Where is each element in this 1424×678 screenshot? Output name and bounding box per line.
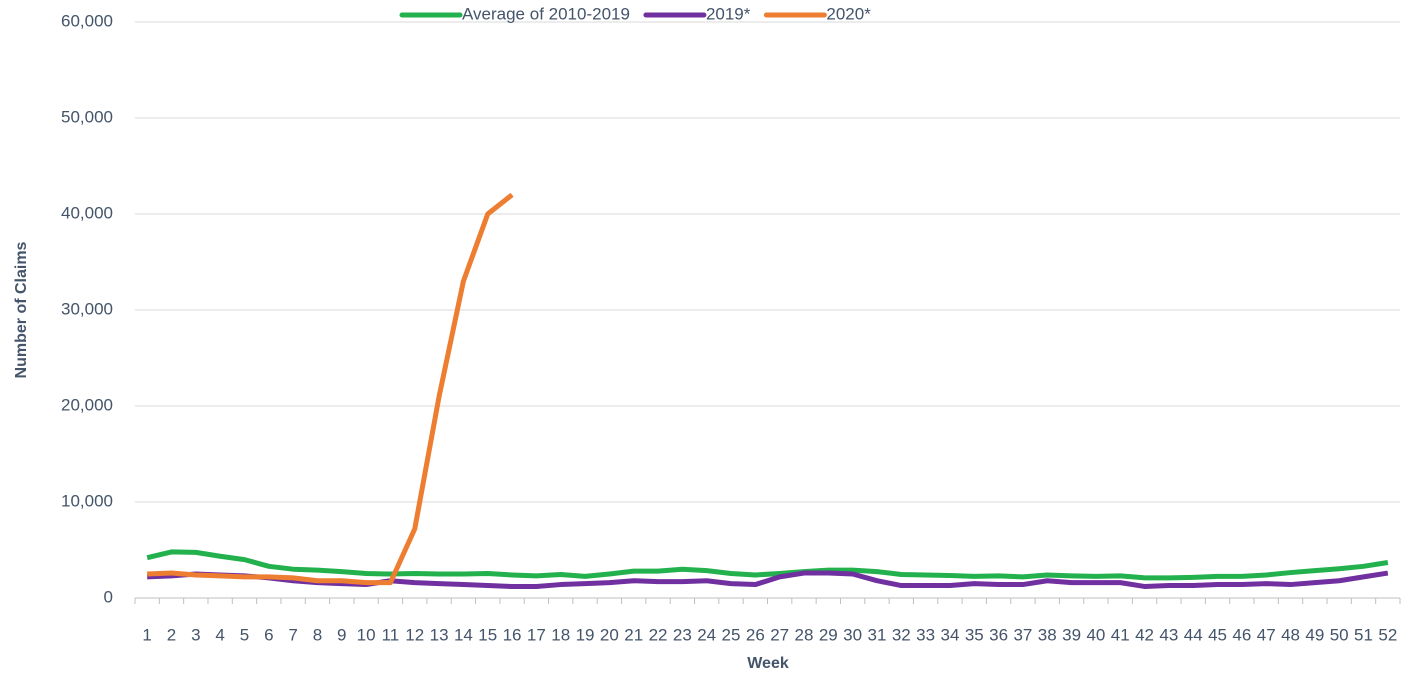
x-tick-label: 21 [624,625,643,644]
x-tick-label: 50 [1330,625,1349,644]
x-axis-title: Week [747,655,789,672]
x-tick-label: 10 [357,625,376,644]
x-tick-label: 44 [1184,625,1203,644]
y-tick-label: 50,000 [61,107,113,126]
x-tick-label: 4 [215,625,224,644]
x-tick-label: 18 [551,625,570,644]
x-tick-label: 14 [454,625,473,644]
x-tick-label: 20 [600,625,619,644]
x-tick-label: 9 [337,625,346,644]
x-tick-label: 33 [916,625,935,644]
legend-label: 2020* [826,4,871,23]
y-tick-label: 40,000 [61,203,113,222]
x-tick-label: 37 [1013,625,1032,644]
x-tick-label: 36 [989,625,1008,644]
x-tick-label: 6 [264,625,273,644]
x-tick-label: 31 [868,625,887,644]
x-tick-label: 8 [313,625,322,644]
x-tick-label: 30 [843,625,862,644]
x-tick-label: 46 [1232,625,1251,644]
legend-label: 2019* [706,4,751,23]
x-tick-label: 1 [142,625,151,644]
x-tick-label: 45 [1208,625,1227,644]
x-tick-label: 24 [697,625,716,644]
x-tick-label: 2 [167,625,176,644]
legend-label: Average of 2010-2019 [462,4,630,23]
x-tick-label: 41 [1111,625,1130,644]
y-tick-label: 0 [104,587,113,606]
x-tick-label: 47 [1257,625,1276,644]
x-tick-label: 49 [1305,625,1324,644]
y-tick-label: 60,000 [61,11,113,30]
y-tick-label: 20,000 [61,395,113,414]
x-tick-label: 28 [795,625,814,644]
x-tick-label: 51 [1354,625,1373,644]
x-tick-label: 38 [1038,625,1057,644]
x-tick-label: 13 [430,625,449,644]
x-tick-label: 25 [722,625,741,644]
x-tick-label: 12 [405,625,424,644]
x-tick-label: 11 [382,625,400,644]
x-tick-label: 27 [770,625,789,644]
x-tick-label: 19 [576,625,595,644]
x-tick-label: 23 [673,625,692,644]
x-tick-label: 35 [965,625,984,644]
x-tick-label: 22 [649,625,668,644]
x-tick-label: 52 [1378,625,1397,644]
x-tick-label: 48 [1281,625,1300,644]
x-tick-label: 17 [527,625,546,644]
x-tick-label: 42 [1135,625,1154,644]
y-axis-title: Number of Claims [13,241,30,378]
series-line [146,549,1389,581]
x-tick-label: 15 [478,625,497,644]
x-tick-label: 40 [1086,625,1105,644]
x-tick-label: 29 [819,625,838,644]
x-tick-label: 26 [746,625,765,644]
x-tick-label: 43 [1159,625,1178,644]
series-line [147,192,514,586]
x-tick-label: 34 [940,625,959,644]
x-tick-label: 5 [240,625,249,644]
x-tick-label: 32 [892,625,911,644]
y-tick-label: 10,000 [61,491,113,510]
y-tick-label: 30,000 [61,299,113,318]
x-tick-label: 7 [288,625,297,644]
x-tick-label: 16 [503,625,522,644]
x-tick-label: 3 [191,625,200,644]
x-tick-label: 39 [1062,625,1081,644]
